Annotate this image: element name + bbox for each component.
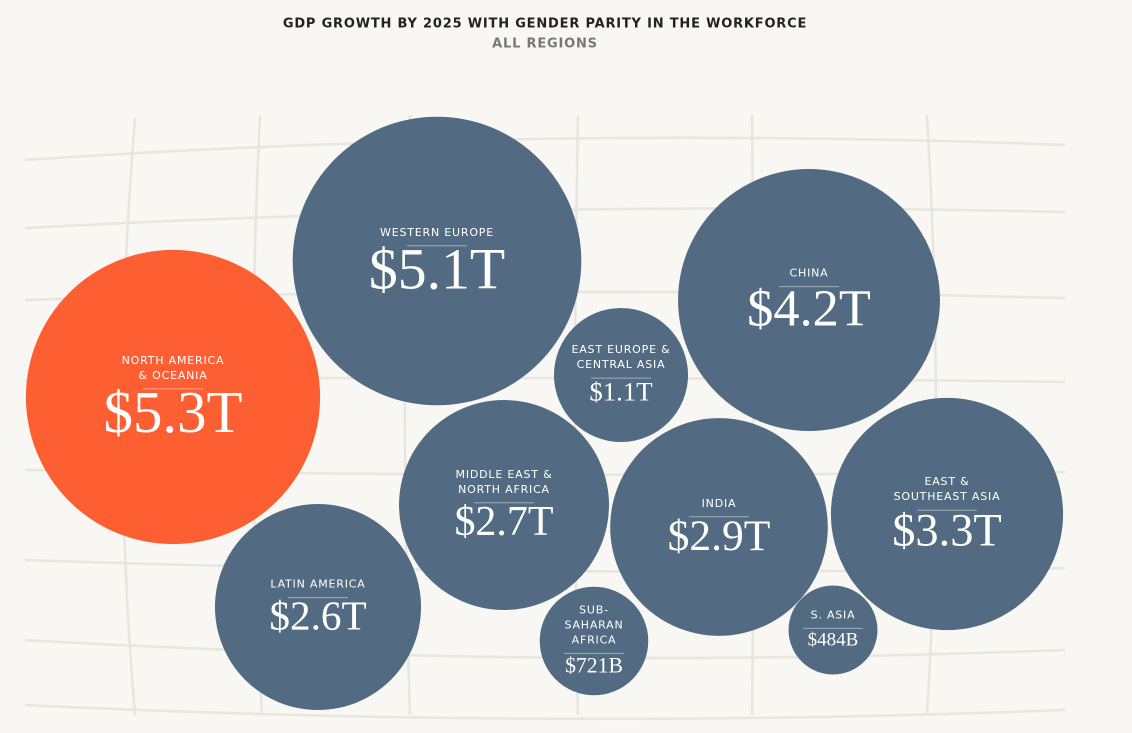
bubble-label: NORTH AFRICA <box>458 483 550 496</box>
bubble-label: EAST & <box>924 475 969 488</box>
bubble <box>399 400 609 610</box>
bubble-label: MIDDLE EAST & <box>456 468 553 481</box>
value-label: $5.3T <box>104 380 243 445</box>
value-label: $721B <box>565 654 623 678</box>
bubble-label: CHINA <box>790 267 829 280</box>
value-label: $484B <box>808 630 859 651</box>
value-label: $4.2T <box>747 280 871 338</box>
bubble <box>553 307 689 443</box>
bubble-label: AFRICA <box>572 633 617 646</box>
value-label: $2.6T <box>269 592 366 638</box>
value-label: $5.1T <box>369 238 505 301</box>
value-label: $2.7T <box>454 499 553 545</box>
bubble <box>788 585 878 675</box>
bubble-label: INDIA <box>702 497 737 510</box>
bubble <box>292 116 582 406</box>
bubble-label: & OCEANIA <box>138 369 207 382</box>
value-label: $3.3T <box>892 505 1002 556</box>
bubble <box>830 397 1064 631</box>
bubble-label: CENTRAL ASIA <box>577 358 666 371</box>
bubble <box>25 249 321 545</box>
bubble-label: WESTERN EUROPE <box>380 226 494 239</box>
bubble-label: SOUTHEAST ASIA <box>894 490 1001 503</box>
bubble <box>214 503 422 711</box>
bubble-label: S. ASIA <box>811 608 856 621</box>
bubble <box>539 586 649 696</box>
bubble-label: SUB- <box>579 603 609 616</box>
bubble-label: EAST EUROPE & <box>571 343 670 356</box>
chart-title: GDP GROWTH BY 2025 WITH GENDER PARITY IN… <box>283 17 807 32</box>
value-label: $1.1T <box>589 377 652 407</box>
bubble-label: SAHARAN <box>564 618 623 631</box>
bubble-label: LATIN AMERICA <box>270 578 365 591</box>
bubble <box>678 169 940 431</box>
chart-subtitle: ALL REGIONS <box>492 37 598 52</box>
bubble-label: NORTH AMERICA <box>122 354 225 367</box>
bubble <box>610 418 828 636</box>
value-label: $2.9T <box>668 512 771 560</box>
